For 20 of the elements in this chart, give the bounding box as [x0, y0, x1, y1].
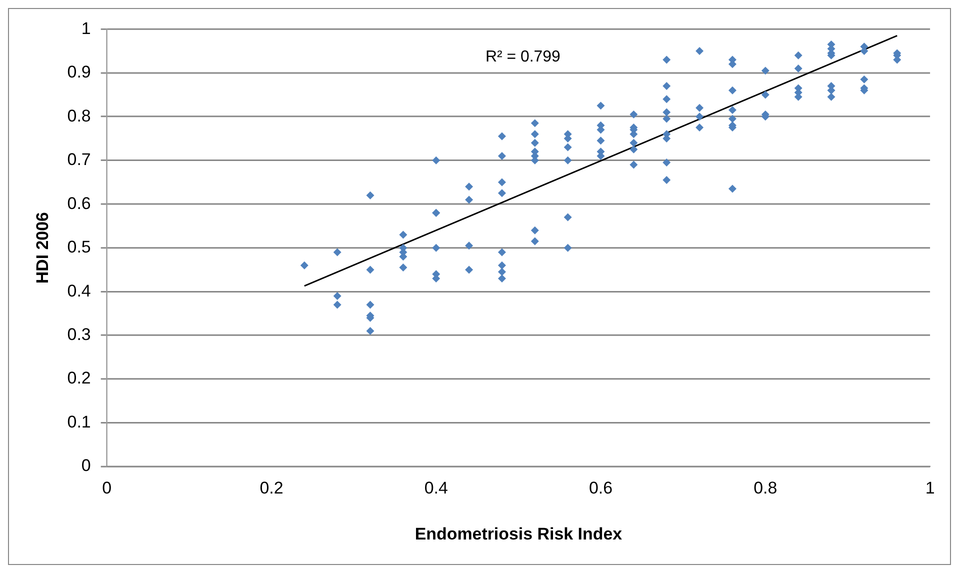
y-tick-label: 0.2	[67, 368, 91, 388]
x-tick-label: 0	[102, 478, 112, 498]
annotation: R² = 0.799	[486, 48, 561, 66]
y-tick-label: 0.1	[67, 412, 91, 432]
y-tick-label: 0.9	[67, 62, 91, 82]
y-tick-label: 1	[81, 18, 91, 38]
y-tick-label: 0.3	[67, 325, 91, 344]
x-tick-label: 0.8	[754, 478, 778, 498]
y-tick-label: 0.6	[67, 194, 91, 213]
y-tick-label: 0.5	[67, 238, 91, 257]
y-tick-label: 0.8	[67, 106, 91, 126]
x-tick-label: 1	[925, 478, 935, 498]
x-tick-label: 0.4	[424, 478, 448, 498]
x-tick-label: 0.2	[260, 478, 284, 498]
y-axis-title: HDI 2006	[32, 212, 52, 284]
y-tick-label: 0	[81, 456, 91, 476]
x-tick-label: 0.6	[588, 478, 613, 498]
x-axis-title: Endometriosis Risk Index	[414, 524, 623, 544]
y-tick-label: 0.7	[67, 150, 91, 170]
y-tick-label: 0.4	[67, 281, 91, 300]
